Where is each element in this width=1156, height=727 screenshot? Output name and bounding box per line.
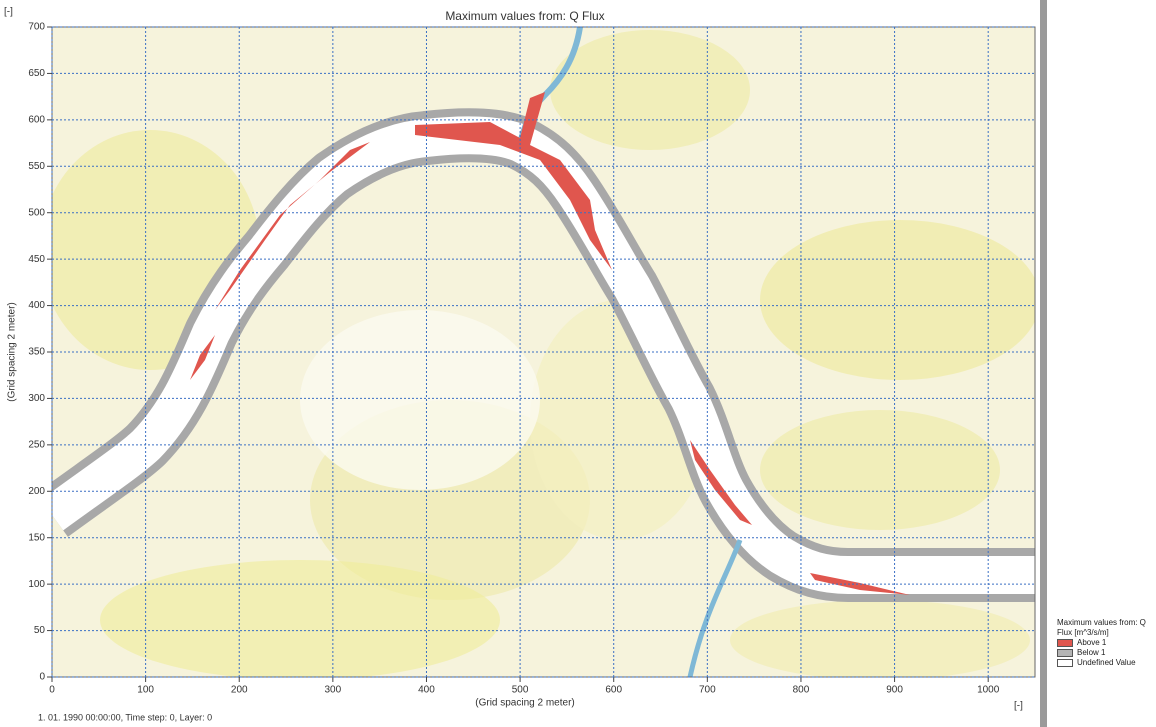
y-tick-label: 600 — [28, 114, 45, 125]
x-axis-label: (Grid spacing 2 meter) — [475, 698, 574, 709]
y-tick-label: 650 — [28, 68, 45, 79]
y-tick-label: 350 — [28, 347, 45, 358]
legend-swatch — [1057, 649, 1073, 657]
legend: Maximum values from: Q Flux [m^3/s/m] Ab… — [1057, 618, 1153, 668]
y-tick-label: 550 — [28, 161, 45, 172]
status-text: 1. 01. 1990 00:00:00, Time step: 0, Laye… — [38, 712, 212, 722]
x-tick-label: 300 — [325, 685, 342, 696]
x-tick-label: 0 — [49, 685, 55, 696]
legend-label: Undefined Value — [1077, 658, 1136, 668]
y-tick-label: 50 — [34, 625, 46, 636]
map-background — [40, 27, 1040, 680]
legend-item: Undefined Value — [1057, 658, 1153, 668]
legend-item: Below 1 — [1057, 648, 1153, 658]
y-tick-label: 500 — [28, 207, 45, 218]
legend-item: Above 1 — [1057, 638, 1153, 648]
x-tick-label: 400 — [418, 685, 435, 696]
x-tick-label: 500 — [512, 685, 529, 696]
x-tick-label: 700 — [699, 685, 716, 696]
x-tick-label: 100 — [137, 685, 154, 696]
legend-swatch — [1057, 639, 1073, 647]
x-tick-label: 600 — [605, 685, 622, 696]
y-tick-label: 300 — [28, 393, 45, 404]
x-unit: [-] — [1014, 701, 1023, 712]
y-tick-label: 0 — [39, 672, 45, 683]
y-tick-label: 400 — [28, 300, 45, 311]
legend-label: Below 1 — [1077, 648, 1105, 658]
y-tick-label: 250 — [28, 439, 45, 450]
legend-swatch — [1057, 659, 1073, 667]
y-tick-label: 450 — [28, 254, 45, 265]
legend-title: Maximum values from: Q Flux [m^3/s/m] — [1057, 618, 1153, 638]
x-tick-label: 200 — [231, 685, 248, 696]
y-tick-label: 100 — [28, 579, 45, 590]
y-tick-label: 700 — [28, 22, 45, 33]
map-chart: Maximum values from: Q Flux [-] [-] (Gri… — [0, 0, 1040, 727]
x-tick-label: 1000 — [977, 685, 1000, 696]
legend-label: Above 1 — [1077, 638, 1106, 648]
y-axis-label: (Grid spacing 2 meter) — [7, 302, 18, 401]
map-title: Maximum values from: Q Flux — [445, 9, 604, 23]
x-tick-label: 800 — [793, 685, 810, 696]
y-unit: [-] — [4, 7, 13, 18]
y-tick-label: 200 — [28, 486, 45, 497]
sidebar-divider — [1040, 0, 1047, 727]
x-tick-label: 900 — [886, 685, 903, 696]
page: {"map": { "title": "Maximum values from:… — [0, 0, 1156, 727]
y-tick-label: 150 — [28, 532, 45, 543]
